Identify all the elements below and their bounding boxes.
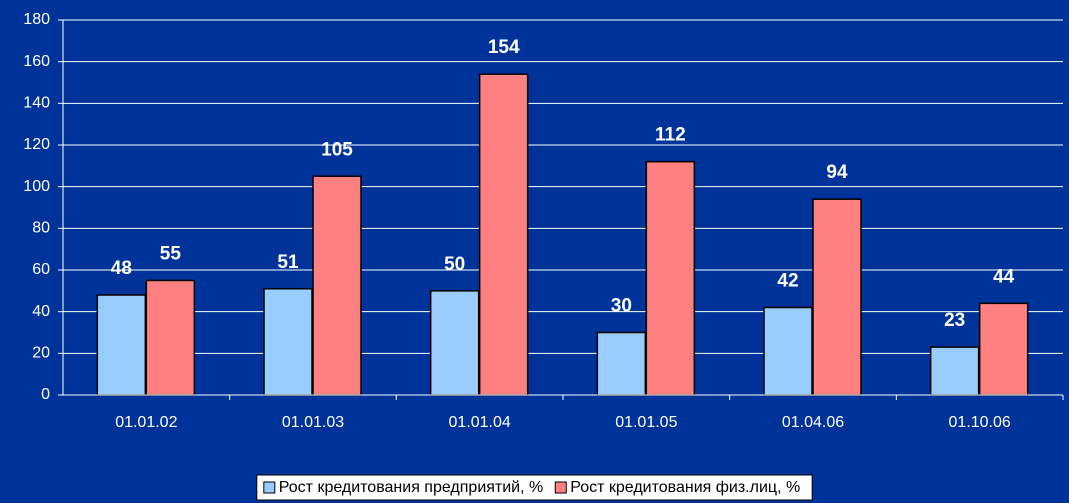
y-tick-label: 40	[32, 303, 50, 320]
bar	[763, 306, 813, 396]
value-label: 42	[777, 271, 798, 292]
value-label: 105	[321, 139, 353, 160]
x-tick-label: 01.04.06	[782, 414, 844, 431]
y-tick-label: 20	[32, 345, 50, 362]
bar	[978, 302, 1029, 396]
legend-label: Рост кредитования предприятий, %	[279, 479, 543, 496]
value-label: 51	[277, 252, 299, 273]
legend-swatch	[263, 481, 276, 494]
bar	[478, 73, 529, 396]
y-tick-label: 60	[32, 261, 50, 278]
y-tick-label: 0	[41, 386, 50, 403]
bar	[263, 288, 313, 396]
x-tick-label: 01.01.04	[449, 414, 511, 431]
value-label: 94	[826, 162, 848, 183]
bar	[645, 160, 696, 396]
bar	[96, 294, 147, 396]
x-tick-label: 01.01.05	[615, 414, 677, 431]
y-tick-label: 160	[23, 53, 50, 70]
legend-label: Рост кредитования физ.лиц, %	[570, 479, 800, 496]
value-label: 154	[488, 37, 520, 58]
bar	[812, 198, 862, 396]
x-tick-label: 01.10.06	[949, 414, 1011, 431]
bar	[145, 279, 196, 396]
legend-swatch	[554, 481, 567, 494]
y-tick-label: 100	[23, 178, 50, 195]
value-label: 30	[611, 296, 632, 317]
value-label: 55	[160, 243, 182, 264]
bar	[929, 346, 980, 396]
legend	[256, 474, 813, 501]
x-tick-label: 01.01.03	[282, 414, 344, 431]
value-label: 23	[944, 310, 965, 331]
value-label: 44	[993, 266, 1015, 287]
value-label: 48	[111, 258, 132, 279]
y-tick-label: 120	[23, 136, 50, 153]
bar	[312, 175, 362, 396]
y-tick-label: 180	[23, 11, 50, 28]
bar	[596, 331, 647, 396]
bar	[429, 290, 480, 396]
y-tick-label: 80	[32, 220, 50, 237]
value-label: 50	[444, 254, 465, 275]
y-tick-label: 140	[23, 95, 50, 112]
x-tick-label: 01.01.02	[115, 414, 177, 431]
value-label: 112	[655, 125, 686, 146]
